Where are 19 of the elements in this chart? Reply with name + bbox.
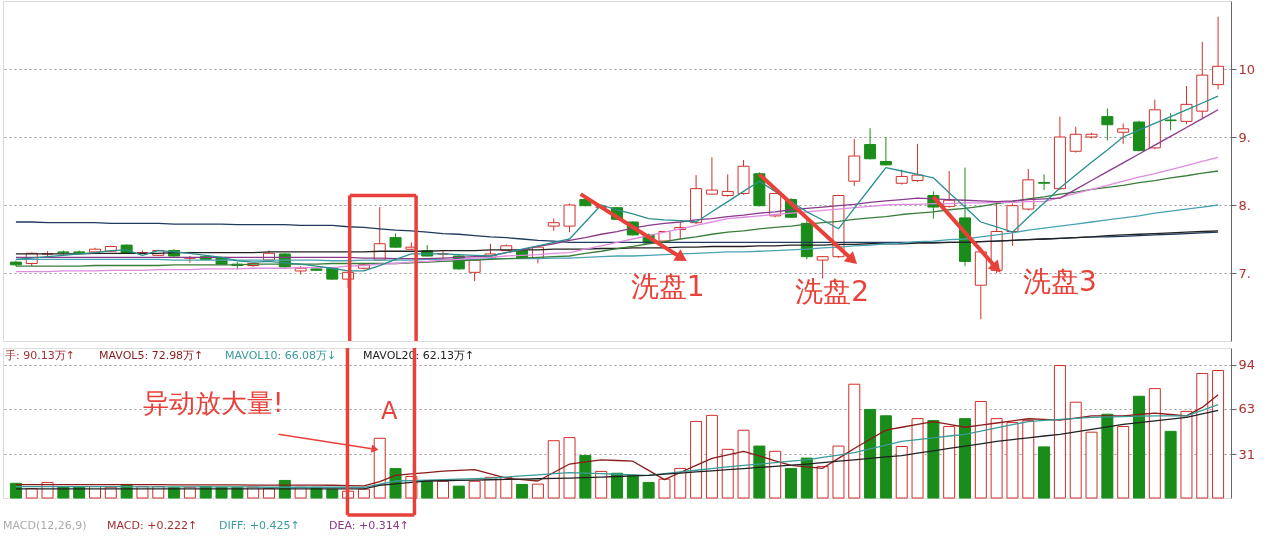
y-tick-label: 31	[1238, 446, 1256, 462]
text: DEA: +0.314↑	[329, 519, 409, 532]
annotation: 洗盘1	[630, 269, 705, 303]
y-tick-label: 7.	[1238, 265, 1251, 281]
annotation: 手: 90.13万↑	[5, 349, 75, 362]
annotation: 洗盘3	[1022, 264, 1097, 298]
annotation: 异动放大量!	[143, 388, 284, 418]
text: MACD: +0.222↑	[107, 519, 198, 532]
y-tick-label: 8.	[1238, 197, 1251, 213]
y-tick-label: 9.	[1238, 129, 1251, 145]
annotation: MAVOL5: 72.98万↑	[99, 349, 204, 362]
annotation: 洗盘2	[795, 274, 870, 308]
text: MACD(12,26,9)	[3, 519, 87, 532]
y-tick-label: 94	[1238, 357, 1256, 373]
annotation: MAVOL10: 66.08万↓	[225, 349, 337, 362]
y-tick-label: 63	[1238, 401, 1256, 417]
y-tick-label: 10	[1238, 61, 1256, 77]
text: DIFF: +0.425↑	[219, 519, 300, 532]
annotation: A	[381, 397, 398, 425]
